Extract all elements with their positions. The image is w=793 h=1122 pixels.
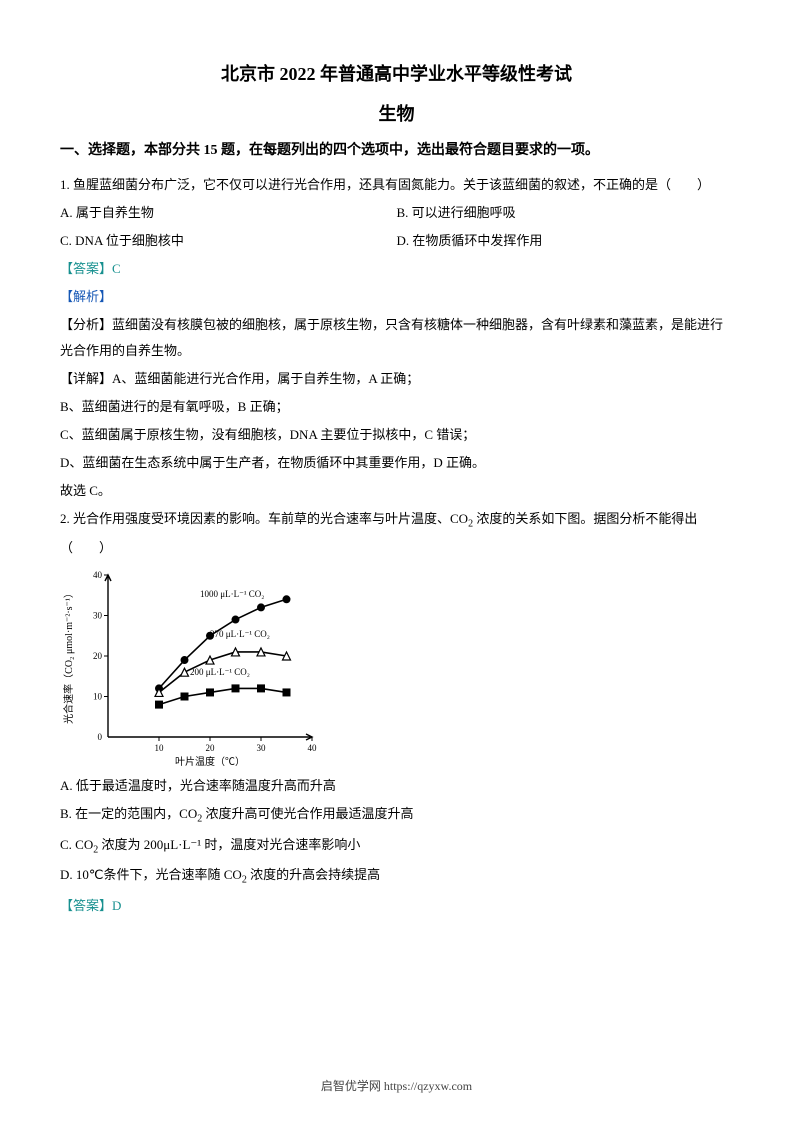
svg-text:光合速率（CO₂ μmol·m⁻²·s⁻¹）: 光合速率（CO₂ μmol·m⁻²·s⁻¹）: [62, 588, 75, 724]
svg-text:10: 10: [155, 743, 165, 753]
q2-chart: 0 10 20 30 40 10 20 30 40 叶片温度（℃） 光合速率（CO₂ μmol·m⁻…: [60, 567, 320, 767]
q1-option-a: A. 属于自养生物: [60, 200, 397, 226]
q2-optC-b: 浓度为 200μL·L⁻¹ 时，温度对光合速率影响小: [98, 837, 360, 852]
q2-option-a: A. 低于最适温度时，光合速率随温度升高而升高: [60, 773, 733, 799]
svg-text:1000 μL·L⁻¹ CO₂: 1000 μL·L⁻¹ CO₂: [200, 589, 264, 599]
q2-answer-value: D: [112, 898, 121, 913]
q1-answer: 【答案】C: [60, 256, 733, 282]
q1-stem: 1. 鱼腥蓝细菌分布广泛，它不仅可以进行光合作用，还具有固氮能力。关于该蓝细菌的…: [60, 172, 733, 198]
q1-option-b: B. 可以进行细胞呼吸: [397, 200, 734, 226]
q2-option-b: B. 在一定的范围内，CO2 浓度升高可使光合作用最适温度升高: [60, 801, 733, 830]
section-1-heading: 一、选择题，本部分共 15 题，在每题列出的四个选项中，选出最符合题目要求的一项…: [60, 140, 733, 162]
q2-chart-svg: 0 10 20 30 40 10 20 30 40 叶片温度（℃） 光合速率（CO₂ μmol·m⁻…: [60, 567, 320, 767]
svg-text:10: 10: [93, 691, 103, 701]
q2-answer-label: 【答案】: [60, 898, 112, 913]
page-title-main: 北京市 2022 年普通高中学业水平等级性考试: [60, 60, 733, 86]
q2-optB-a: B. 在一定的范围内，CO: [60, 806, 197, 821]
q2-optC-a: C. CO: [60, 837, 93, 852]
svg-text:200 μL·L⁻¹ CO₂: 200 μL·L⁻¹ CO₂: [190, 667, 250, 677]
svg-text:30: 30: [257, 743, 267, 753]
q2-option-d: D. 10℃条件下，光合速率随 CO2 浓度的升高会持续提高: [60, 862, 733, 891]
q2-stem-a: 2. 光合作用强度受环境因素的影响。车前草的光合速率与叶片温度、CO: [60, 511, 468, 526]
q1-answer-value: C: [112, 261, 121, 276]
q2-stem: 2. 光合作用强度受环境因素的影响。车前草的光合速率与叶片温度、CO2 浓度的关…: [60, 506, 733, 561]
q1-analysis-label: 【解析】: [60, 284, 733, 310]
q1-analysis-p6: 故选 C。: [60, 478, 733, 504]
svg-text:0: 0: [98, 732, 103, 742]
q2-optD-a: D. 10℃条件下，光合速率随 CO: [60, 867, 242, 882]
q1-option-c: C. DNA 位于细胞核中: [60, 228, 397, 254]
q2-option-c: C. CO2 浓度为 200μL·L⁻¹ 时，温度对光合速率影响小: [60, 832, 733, 861]
q1-analysis-p4: C、蓝细菌属于原核生物，没有细胞核，DNA 主要位于拟核中，C 错误；: [60, 422, 733, 448]
q2-optB-b: 浓度升高可使光合作用最适温度升高: [202, 806, 413, 821]
svg-text:20: 20: [206, 743, 216, 753]
q1-analysis-p3: B、蓝细菌进行的是有氧呼吸，B 正确；: [60, 394, 733, 420]
q2-answer: 【答案】D: [60, 893, 733, 919]
q1-option-d: D. 在物质循环中发挥作用: [397, 228, 734, 254]
svg-text:20: 20: [93, 651, 103, 661]
svg-text:370 μL·L⁻¹ CO₂: 370 μL·L⁻¹ CO₂: [210, 629, 270, 639]
svg-text:叶片温度（℃）: 叶片温度（℃）: [175, 755, 245, 767]
svg-text:40: 40: [308, 743, 318, 753]
page-title-sub: 生物: [60, 100, 733, 126]
q2-optD-b: 浓度的升高会持续提高: [247, 867, 380, 882]
svg-text:30: 30: [93, 610, 103, 620]
svg-text:40: 40: [93, 570, 103, 580]
q1-analysis-p2: 【详解】A、蓝细菌能进行光合作用，属于自养生物，A 正确；: [60, 366, 733, 392]
q1-answer-label: 【答案】: [60, 261, 112, 276]
page-footer: 启智优学网 https://qzyxw.com: [0, 1077, 793, 1094]
q1-analysis-p1: 【分析】蓝细菌没有核膜包被的细胞核，属于原核生物，只含有核糖体一种细胞器，含有叶…: [60, 312, 733, 364]
q1-analysis-p5: D、蓝细菌在生态系统中属于生产者，在物质循环中其重要作用，D 正确。: [60, 450, 733, 476]
